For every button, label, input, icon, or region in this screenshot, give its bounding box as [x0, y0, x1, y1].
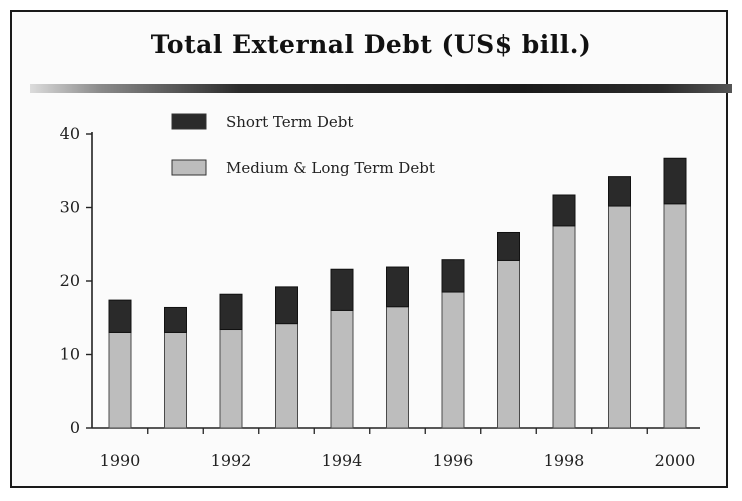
x-tick-label: 1996 — [433, 451, 474, 470]
x-tick-label: 1994 — [322, 451, 363, 470]
bar-short-term-debt-1993 — [275, 286, 298, 325]
legend-short-term-debt-swatch — [171, 113, 207, 130]
y-tick-label: 20 — [60, 271, 80, 290]
legend-short-term-debt-label: Short Term Debt — [226, 113, 353, 131]
bar-medium-long-term-debt-1991 — [164, 331, 187, 429]
y-tick-label: 10 — [60, 345, 80, 364]
bar-short-term-debt-1995 — [386, 266, 409, 308]
x-tick-label: 1992 — [211, 451, 252, 470]
bar-short-term-debt-1999 — [608, 176, 631, 207]
bar-medium-long-term-debt-1994 — [330, 309, 354, 429]
bar-medium-long-term-debt-1999 — [608, 205, 631, 429]
bar-medium-long-term-debt-1993 — [275, 323, 298, 429]
x-tick-label: 1990 — [100, 451, 141, 470]
bar-short-term-debt-1992 — [219, 293, 243, 331]
y-tick-label: 0 — [70, 418, 80, 437]
bar-medium-long-term-debt-2000 — [663, 203, 687, 429]
bar-medium-long-term-debt-1992 — [219, 329, 243, 429]
bar-short-term-debt-1990 — [108, 299, 132, 333]
bar-short-term-debt-1998 — [552, 194, 576, 227]
bar-short-term-debt-2000 — [663, 157, 687, 205]
x-tick-label: 1998 — [544, 451, 585, 470]
y-tick-label: 40 — [60, 124, 80, 143]
bar-medium-long-term-debt-1998 — [552, 225, 576, 429]
x-tick-label: 2000 — [655, 451, 696, 470]
bar-short-term-debt-1991 — [164, 306, 187, 333]
bar-medium-long-term-debt-1996 — [441, 291, 465, 429]
chart-title: Total External Debt (US$ bill.) — [150, 30, 592, 59]
bar-medium-long-term-debt-1990 — [108, 331, 132, 429]
bar-short-term-debt-1996 — [441, 259, 465, 293]
title-divider — [30, 84, 732, 93]
y-tick-label: 30 — [60, 198, 80, 217]
bar-medium-long-term-debt-1995 — [386, 306, 409, 429]
legend-medium-long-term-debt-swatch — [171, 159, 207, 176]
bar-medium-long-term-debt-1997 — [497, 259, 520, 429]
bar-short-term-debt-1994 — [330, 268, 354, 311]
legend-medium-long-term-debt-label: Medium & Long Term Debt — [226, 159, 435, 177]
bar-short-term-debt-1997 — [497, 231, 520, 261]
